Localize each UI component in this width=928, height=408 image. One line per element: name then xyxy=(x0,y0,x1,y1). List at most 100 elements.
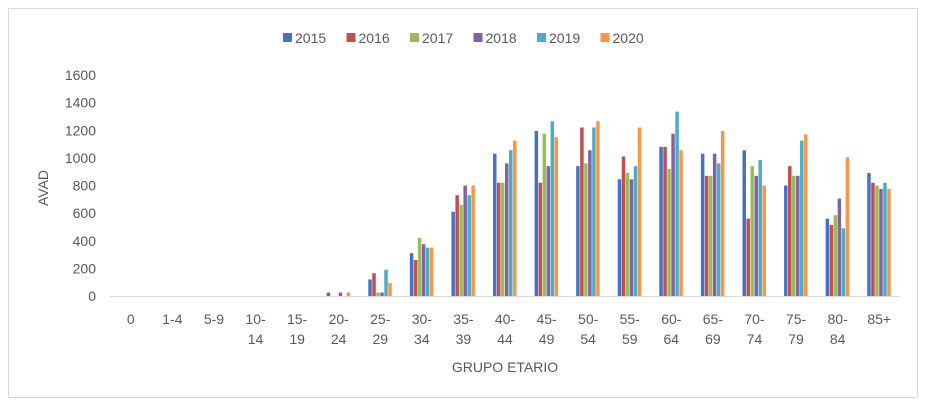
bar-2018-50-54 xyxy=(588,150,592,296)
legend-label-2018: 2018 xyxy=(486,30,517,46)
y-tick-label: 600 xyxy=(73,205,97,221)
bar-2018-70-74 xyxy=(754,175,758,296)
y-tick-label: 1200 xyxy=(65,122,96,138)
bar-2016-45-49 xyxy=(538,182,543,296)
bar-2019-60-64 xyxy=(675,111,679,297)
x-tick-label: 50- xyxy=(578,311,599,327)
bars xyxy=(326,111,891,297)
bar-2016-80-84 xyxy=(829,224,834,296)
bar-2016-50-54 xyxy=(580,127,584,296)
y-axis-title: AVAD xyxy=(35,170,51,206)
bar-2019-70-74 xyxy=(758,159,762,296)
bar-2018-45-49 xyxy=(546,166,551,296)
bar-2020-75-79 xyxy=(804,134,808,296)
y-tick-label: 1400 xyxy=(65,95,96,111)
bar-2018-55-59 xyxy=(629,179,634,296)
x-tick-label: 59 xyxy=(622,331,638,347)
legend-swatch-2019 xyxy=(537,33,546,42)
bar-2017-50-54 xyxy=(584,163,588,296)
bar-2018-25-29 xyxy=(380,292,384,296)
bar-2018-60-64 xyxy=(671,133,675,296)
x-axis-title: GRUPO ETARIO xyxy=(452,359,558,375)
bar-2015-80-84 xyxy=(825,218,830,296)
bar-2017-75-79 xyxy=(792,175,796,296)
bar-2019-85+ xyxy=(883,182,887,296)
y-tick-label: 800 xyxy=(73,178,97,194)
bar-2020-35-39 xyxy=(471,185,475,296)
bar-2019-50-54 xyxy=(592,127,596,296)
legend-label-2017: 2017 xyxy=(422,30,453,46)
legend-swatch-2020 xyxy=(600,33,610,42)
bar-2015-85+ xyxy=(867,173,871,296)
x-tick-label: 5-9 xyxy=(204,311,224,327)
bar-2017-85+ xyxy=(875,185,879,296)
x-tick-label: 10- xyxy=(245,311,266,327)
x-tick-label: 84 xyxy=(830,331,846,347)
bar-2015-40-44 xyxy=(493,153,497,296)
x-tick-label: 65- xyxy=(703,311,724,327)
bar-2017-80-84 xyxy=(833,215,838,296)
y-tick-label: 1600 xyxy=(65,67,96,83)
bar-2017-60-64 xyxy=(667,168,671,296)
bar-2018-80-84 xyxy=(837,198,842,296)
x-tick-label: 60- xyxy=(661,311,682,327)
legend: 2015 2016 2017 2018 2019 2020 xyxy=(283,30,644,46)
bar-2017-25-29 xyxy=(376,292,380,296)
bar-2016-30-34 xyxy=(413,260,418,296)
bar-2017-70-74 xyxy=(750,166,754,296)
x-tick-label: 54 xyxy=(580,331,596,347)
legend-label-2020: 2020 xyxy=(613,30,644,46)
bar-2019-55-59 xyxy=(633,166,638,296)
bar-2015-65-69 xyxy=(700,153,705,296)
x-tick-label: 80- xyxy=(828,311,849,327)
bar-2017-45-49 xyxy=(542,133,547,296)
bar-2016-75-79 xyxy=(788,166,792,296)
bar-2016-25-29 xyxy=(372,273,376,296)
x-tick-label: 1-4 xyxy=(162,311,182,327)
x-axis-ticks: 0 1-4 5-9 10- 14 15- 19 20- 24 25- 29 30- 34 35- 39 40-… xyxy=(127,311,891,347)
y-tick-label: 0 xyxy=(88,288,96,304)
bar-2017-30-34 xyxy=(417,237,422,296)
x-tick-label: 35- xyxy=(453,311,474,327)
chart-frame xyxy=(8,8,918,398)
x-tick-label: 75- xyxy=(786,311,807,327)
bar-2020-25-29 xyxy=(388,282,392,296)
x-tick-label: 19 xyxy=(289,331,305,347)
x-tick-label: 39 xyxy=(456,331,472,347)
bar-2016-70-74 xyxy=(746,218,750,296)
x-tick-label: 0 xyxy=(127,311,135,327)
bar-2015-60-64 xyxy=(659,146,663,296)
x-tick-label: 45- xyxy=(536,311,557,327)
x-tick-label: 29 xyxy=(372,331,388,347)
x-tick-label: 79 xyxy=(788,331,804,347)
bar-2018-20-24 xyxy=(338,292,343,296)
bar-2018-30-34 xyxy=(421,244,426,296)
y-tick-label: 1000 xyxy=(65,150,96,166)
x-tick-label: 44 xyxy=(497,331,513,347)
bar-2017-40-44 xyxy=(501,182,505,296)
bar-2019-30-34 xyxy=(425,247,430,296)
bar-2020-45-49 xyxy=(554,137,559,296)
legend-label-2016: 2016 xyxy=(359,30,390,46)
x-tick-label: 20- xyxy=(329,311,350,327)
x-tick-label: 49 xyxy=(539,331,555,347)
bar-2017-35-39 xyxy=(459,204,463,296)
bar-2017-55-59 xyxy=(625,173,630,296)
bar-2020-50-54 xyxy=(596,121,600,296)
bar-2018-75-79 xyxy=(796,175,800,296)
bar-2016-35-39 xyxy=(455,195,459,296)
x-tick-label: 85+ xyxy=(867,311,891,327)
bar-2018-40-44 xyxy=(505,163,509,296)
bar-2019-35-39 xyxy=(467,195,471,296)
legend-swatch-2015 xyxy=(283,33,292,42)
bar-2016-40-44 xyxy=(497,182,501,296)
x-tick-label: 30- xyxy=(412,311,433,327)
bar-2019-65-69 xyxy=(716,163,721,296)
bar-2016-65-69 xyxy=(704,175,709,296)
bar-2019-40-44 xyxy=(509,150,513,296)
bar-2016-55-59 xyxy=(621,156,626,296)
x-tick-label: 40- xyxy=(495,311,516,327)
x-tick-label: 70- xyxy=(744,311,765,327)
bar-2015-75-79 xyxy=(784,185,788,296)
